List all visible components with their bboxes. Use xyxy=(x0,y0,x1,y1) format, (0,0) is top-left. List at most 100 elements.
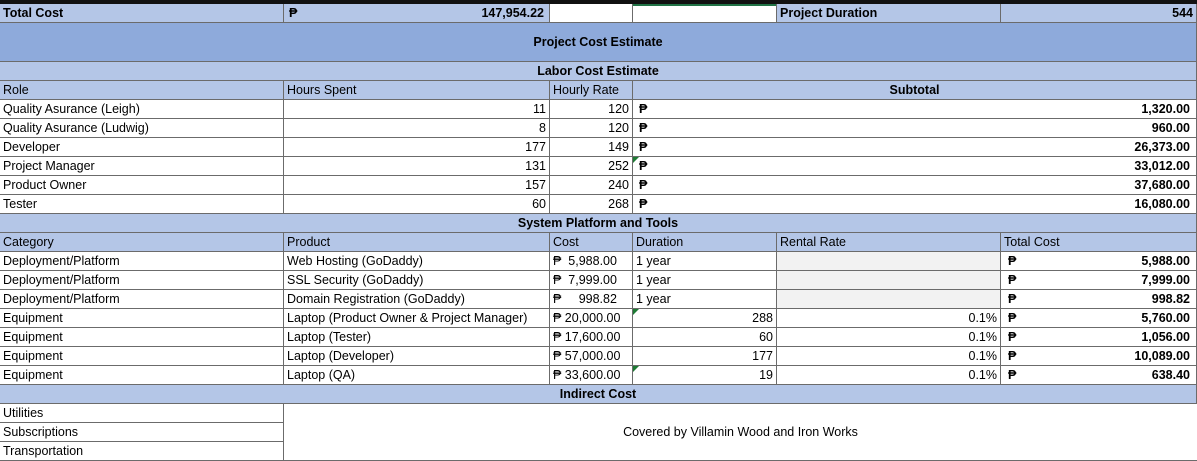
platform-rental-rate[interactable]: 0.1% xyxy=(777,366,1001,385)
platform-cost[interactable]: ₱ 20,000.00 xyxy=(550,309,633,328)
labor-subtotal: 960.00 xyxy=(1151,121,1190,135)
platform-product[interactable]: Laptop (Tester) xyxy=(284,328,550,347)
platform-product[interactable]: Laptop (Product Owner & Project Manager) xyxy=(284,309,550,328)
platform-product[interactable]: Domain Registration (GoDaddy) xyxy=(284,290,550,309)
labor-hours[interactable]: 177 xyxy=(284,138,550,157)
indirect-note[interactable]: Covered by Villamin Wood and Iron Works xyxy=(284,404,1197,461)
currency-symbol: ₱ xyxy=(639,121,648,135)
indirect-item[interactable]: Utilities xyxy=(0,404,284,423)
total-cost-label[interactable]: Total Cost xyxy=(0,4,284,23)
platform-category[interactable]: Deployment/Platform xyxy=(0,290,284,309)
labor-role[interactable]: Quality Asurance (Leigh) xyxy=(0,100,284,119)
platform-rental-rate[interactable]: 0.1% xyxy=(777,347,1001,366)
platform-total-cell[interactable]: ₱ 638.40 xyxy=(1001,366,1197,385)
platform-duration[interactable]: 1 year xyxy=(633,252,777,271)
platform-product[interactable]: Web Hosting (GoDaddy) xyxy=(284,252,550,271)
platform-product[interactable]: Laptop (Developer) xyxy=(284,347,550,366)
platform-total-cell[interactable]: ₱ 5,760.00 xyxy=(1001,309,1197,328)
labor-rate[interactable]: 268 xyxy=(550,195,633,214)
header-total-cost: Total Cost xyxy=(1001,233,1197,252)
total-cost-value: 147,954.22 xyxy=(481,6,544,20)
platform-cost[interactable]: ₱ 7,999.00 xyxy=(550,271,633,290)
labor-rate[interactable]: 120 xyxy=(550,119,633,138)
labor-subtotal-cell[interactable]: ₱ 960.00 xyxy=(633,119,1197,138)
labor-role[interactable]: Product Owner xyxy=(0,176,284,195)
indirect-item[interactable]: Transportation xyxy=(0,442,284,461)
platform-category[interactable]: Equipment xyxy=(0,309,284,328)
platform-category[interactable]: Equipment xyxy=(0,328,284,347)
platform-total-cell[interactable]: ₱ 7,999.00 xyxy=(1001,271,1197,290)
platform-total-cell[interactable]: ₱ 5,988.00 xyxy=(1001,252,1197,271)
currency-symbol: ₱ xyxy=(639,102,648,116)
platform-product[interactable]: SSL Security (GoDaddy) xyxy=(284,271,550,290)
platform-rental-rate[interactable]: 0.1% xyxy=(777,309,1001,328)
labor-hours[interactable]: 11 xyxy=(284,100,550,119)
selected-cell-indicator xyxy=(633,4,777,6)
labor-hours[interactable]: 157 xyxy=(284,176,550,195)
currency-symbol: ₱ xyxy=(639,140,648,154)
platform-rental-rate[interactable]: 0.1% xyxy=(777,328,1001,347)
platform-cost[interactable]: ₱ 5,988.00 xyxy=(550,252,633,271)
platform-category[interactable]: Deployment/Platform xyxy=(0,271,284,290)
project-duration-label[interactable]: Project Duration xyxy=(777,4,1001,23)
platform-duration[interactable]: 1 year xyxy=(633,290,777,309)
platform-cost[interactable]: ₱ 57,000.00 xyxy=(550,347,633,366)
labor-subtotal-cell[interactable]: ₱ 1,320.00 xyxy=(633,100,1197,119)
labor-role[interactable]: Quality Asurance (Ludwig) xyxy=(0,119,284,138)
project-duration-value[interactable]: 544 xyxy=(1001,4,1197,23)
labor-rate[interactable]: 120 xyxy=(550,100,633,119)
labor-subtotal-cell[interactable]: ₱ 16,080.00 xyxy=(633,195,1197,214)
platform-duration[interactable]: 1 year xyxy=(633,271,777,290)
labor-rate[interactable]: 252 xyxy=(550,157,633,176)
header-product: Product xyxy=(284,233,550,252)
platform-total-cell[interactable]: ₱ 998.82 xyxy=(1001,290,1197,309)
empty-cell[interactable] xyxy=(550,4,633,23)
platform-hours[interactable]: 288 xyxy=(633,309,777,328)
platform-rental-rate[interactable] xyxy=(777,290,1001,309)
platform-cost[interactable]: ₱ 998.82 xyxy=(550,290,633,309)
platform-hours[interactable]: 177 xyxy=(633,347,777,366)
labor-subtotal-cell[interactable]: ₱ 37,680.00 xyxy=(633,176,1197,195)
labor-role[interactable]: Project Manager xyxy=(0,157,284,176)
total-cost-value-cell[interactable]: ₱ 147,954.22 xyxy=(284,4,550,23)
currency-symbol: ₱ xyxy=(1008,349,1017,363)
labor-rate[interactable]: 240 xyxy=(550,176,633,195)
currency-symbol: ₱ xyxy=(289,6,298,20)
platform-rental-rate[interactable] xyxy=(777,252,1001,271)
platform-total-cell[interactable]: ₱ 10,089.00 xyxy=(1001,347,1197,366)
platform-total: 998.82 xyxy=(1151,292,1190,306)
platform-category[interactable]: Equipment xyxy=(0,347,284,366)
platform-total-cell[interactable]: ₱ 1,056.00 xyxy=(1001,328,1197,347)
platform-cost[interactable]: ₱ 17,600.00 xyxy=(550,328,633,347)
labor-subtotal: 26,373.00 xyxy=(1134,140,1190,154)
platform-cost[interactable]: ₱ 33,600.00 xyxy=(550,366,633,385)
labor-subtotal-cell[interactable]: ₱ 26,373.00 xyxy=(633,138,1197,157)
platform-hours[interactable]: 60 xyxy=(633,328,777,347)
platform-total: 638.40 xyxy=(1151,368,1190,382)
indirect-item[interactable]: Subscriptions xyxy=(0,423,284,442)
header-rate: Hourly Rate xyxy=(550,81,633,100)
top-border xyxy=(0,0,1197,4)
empty-cell[interactable] xyxy=(633,4,777,23)
platform-hours[interactable]: 19 xyxy=(633,366,777,385)
labor-hours[interactable]: 8 xyxy=(284,119,550,138)
labor-rate[interactable]: 149 xyxy=(550,138,633,157)
labor-hours[interactable]: 131 xyxy=(284,157,550,176)
section-title-indirect: Indirect Cost xyxy=(0,385,1197,404)
labor-subtotal-cell[interactable]: ₱ 33,012.00 xyxy=(633,157,1197,176)
platform-product[interactable]: Laptop (QA) xyxy=(284,366,550,385)
labor-role[interactable]: Developer xyxy=(0,138,284,157)
platform-category[interactable]: Deployment/Platform xyxy=(0,252,284,271)
platform-category[interactable]: Equipment xyxy=(0,366,284,385)
platform-rental-rate[interactable] xyxy=(777,271,1001,290)
header-duration: Duration xyxy=(633,233,777,252)
currency-symbol: ₱ xyxy=(639,159,648,173)
currency-symbol: ₱ xyxy=(1008,311,1017,325)
labor-hours[interactable]: 60 xyxy=(284,195,550,214)
labor-role[interactable]: Tester xyxy=(0,195,284,214)
header-cost: Cost xyxy=(550,233,633,252)
section-title-platform: System Platform and Tools xyxy=(0,214,1197,233)
page-title: Project Cost Estimate xyxy=(0,23,1197,62)
header-subtotal: Subtotal xyxy=(633,81,1197,100)
